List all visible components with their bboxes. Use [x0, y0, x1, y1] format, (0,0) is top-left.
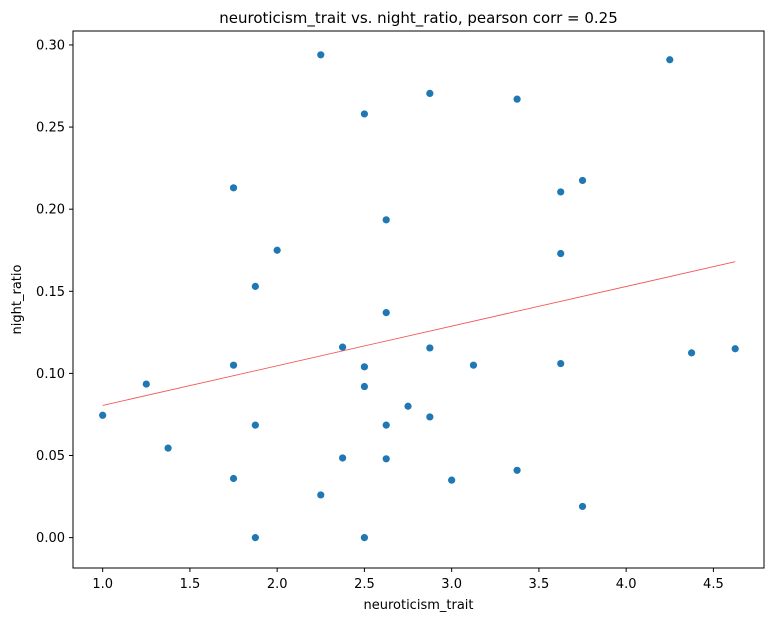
x-tick-label: 1.0	[92, 577, 113, 592]
scatter-point	[360, 363, 369, 371]
scatter-point	[382, 455, 390, 463]
scatter-point	[382, 309, 390, 317]
scatter-point	[469, 361, 478, 369]
y-tick-label: 0.15	[36, 285, 65, 300]
plot-area	[99, 51, 739, 542]
x-tick-label: 4.0	[616, 577, 637, 592]
scatter-point	[99, 411, 107, 419]
y-axis: 0.00 0.05 0.10 0.15 0.20 0.25 0.30	[36, 38, 73, 546]
scatter-point	[426, 344, 434, 352]
scatter-point	[448, 476, 456, 484]
x-tick-label: 3.5	[529, 577, 550, 592]
scatter-point	[578, 502, 587, 511]
scatter-point	[557, 249, 565, 258]
y-axis-title: night_ratio	[10, 265, 25, 335]
x-axis-title: neuroticism_trait	[363, 598, 473, 613]
scatter-point	[317, 51, 325, 59]
x-tick-label: 1.5	[180, 577, 201, 592]
x-tick-label: 2.5	[354, 577, 375, 592]
y-tick-label: 0.25	[36, 121, 65, 136]
chart-title: neuroticism_trait vs. night_ratio, pears…	[219, 9, 618, 28]
x-tick-label: 3.0	[441, 577, 462, 592]
scatter-point	[360, 534, 369, 542]
y-tick-label: 0.20	[36, 203, 65, 218]
scatter-point	[229, 474, 238, 483]
trend-line	[102, 261, 736, 406]
x-tick-label: 2.0	[267, 577, 288, 592]
scatter-point	[426, 89, 434, 98]
y-tick-label: 0.05	[36, 449, 65, 464]
scatter-point	[317, 491, 325, 499]
scatter-point	[251, 282, 259, 290]
scatter-point	[687, 349, 696, 357]
scatter-point	[513, 466, 521, 474]
scatter-point	[251, 421, 259, 429]
x-tick-label: 4.5	[703, 577, 724, 592]
scatter-point	[557, 188, 565, 196]
scatter-point	[404, 402, 412, 410]
scatter-point	[731, 345, 739, 353]
scatter-point	[338, 454, 347, 462]
scatter-point	[164, 444, 172, 452]
scatter-point	[229, 361, 238, 369]
scatter-point	[338, 343, 347, 351]
plot-frame	[72, 30, 765, 569]
scatter-point	[360, 382, 369, 391]
scatter-point	[251, 534, 259, 542]
x-axis: 1.0 1.5 2.0 2.5 3.0 3.5 4.0 4.5	[92, 568, 724, 592]
scatter-point	[229, 184, 238, 192]
scatter-point	[360, 110, 369, 118]
y-tick-label: 0.00	[36, 531, 65, 546]
y-tick-label: 0.10	[36, 367, 65, 382]
scatter-point	[273, 246, 281, 254]
scatter-point	[382, 216, 390, 224]
scatter-point	[382, 421, 390, 429]
scatter-point	[666, 56, 674, 64]
scatter-point	[578, 176, 587, 185]
scatter-point	[513, 95, 521, 103]
scatter-point	[142, 380, 150, 388]
scatter-point	[557, 359, 565, 368]
y-tick-label: 0.30	[36, 38, 65, 53]
scatter-point	[426, 413, 434, 421]
